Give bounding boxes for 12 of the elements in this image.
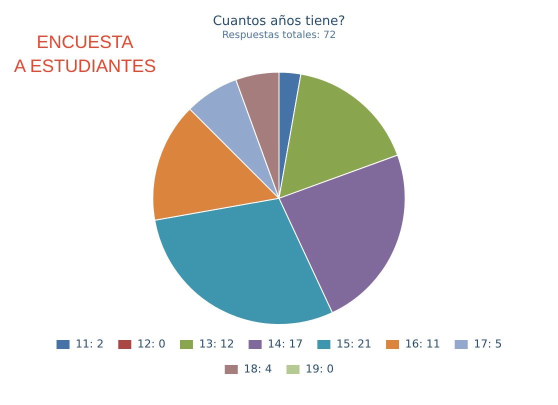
chart-subtitle: Respuestas totales: 72: [222, 30, 336, 42]
text: ENCUESTA A ESTUDIANTES: [12, 31, 158, 78]
legend-label: 18: 4: [244, 362, 272, 376]
legend-label: 19: 0: [306, 362, 334, 376]
legend-label: 12: 0: [137, 337, 166, 350]
legend-label: 14: 17: [268, 337, 303, 350]
legend-label: 15: 21: [336, 337, 372, 350]
legend-label: 17: 5: [474, 337, 502, 350]
legend-label: 13: 12: [198, 337, 234, 350]
legend-label: 11: 2: [76, 337, 104, 350]
legend-label: 16: 11: [405, 337, 440, 350]
chart-title: Cuantos años tiene?: [212, 14, 346, 30]
